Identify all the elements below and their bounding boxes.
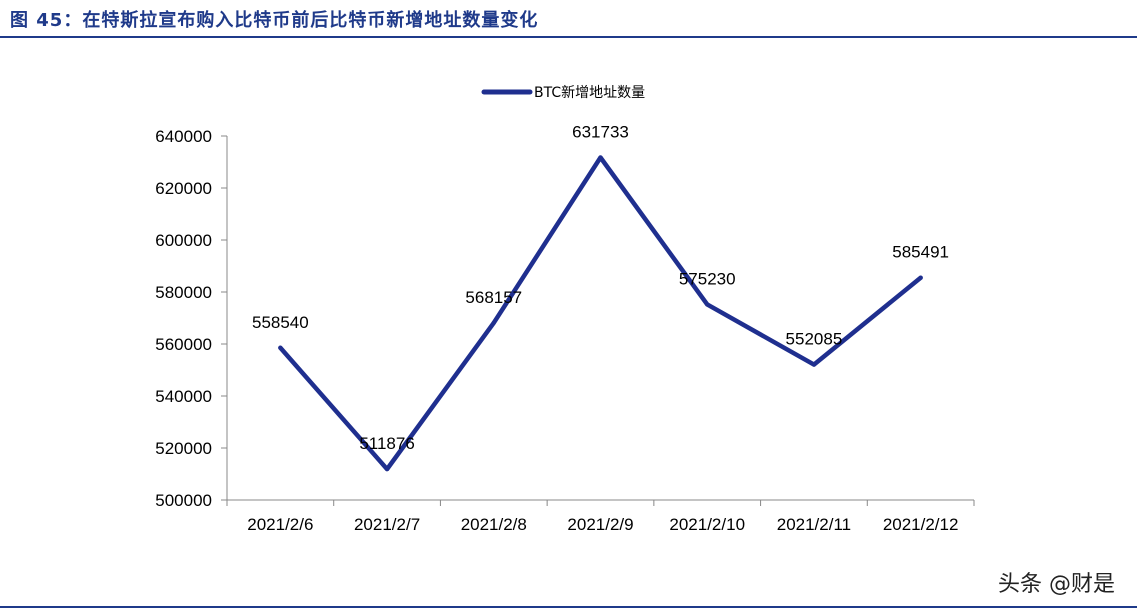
x-tick-label: 2021/2/7 bbox=[354, 515, 420, 534]
y-axis: 500000 520000 540000 560000 580000 600000 6200… bbox=[155, 127, 228, 510]
x-tick-label: 2021/2/12 bbox=[883, 515, 959, 534]
data-point bbox=[385, 467, 390, 472]
y-tick-label: 620000 bbox=[155, 179, 212, 198]
series-line bbox=[278, 155, 923, 472]
x-tick-label: 2021/2/6 bbox=[247, 515, 313, 534]
x-tick-label: 2021/2/9 bbox=[567, 515, 633, 534]
title-divider bbox=[0, 36, 1137, 38]
data-point bbox=[598, 155, 603, 160]
y-tick-label: 500000 bbox=[155, 491, 212, 510]
data-label: 585491 bbox=[892, 243, 949, 262]
y-tick-label: 540000 bbox=[155, 387, 212, 406]
y-tick-label: 640000 bbox=[155, 127, 212, 146]
data-point bbox=[491, 320, 496, 325]
x-tick-label: 2021/2/11 bbox=[777, 515, 851, 534]
series-group bbox=[278, 155, 923, 472]
data-label: 631733 bbox=[572, 122, 629, 141]
watermark: 头条 @财是 bbox=[998, 572, 1115, 597]
data-label: 575230 bbox=[679, 269, 736, 288]
x-tick-label: 2021/2/8 bbox=[461, 515, 527, 534]
x-axis: 2021/2/6 2021/2/7 2021/2/8 2021/2/9 2021/2/1… bbox=[226, 499, 975, 534]
figure-title: 图 45：在特斯拉宣布购入比特币前后比特币新增地址数量变化 bbox=[10, 10, 539, 31]
chart-legend: BTC新增地址数量 bbox=[481, 85, 645, 101]
legend-label: BTC新增地址数量 bbox=[534, 85, 645, 101]
data-point bbox=[278, 345, 283, 350]
data-point bbox=[811, 362, 816, 367]
data-label: 552085 bbox=[786, 330, 843, 349]
data-label: 511876 bbox=[359, 434, 414, 453]
x-tick-label: 2021/2/10 bbox=[669, 515, 745, 534]
y-tick-label: 560000 bbox=[155, 335, 212, 354]
y-tick-label: 580000 bbox=[155, 283, 212, 302]
data-point bbox=[705, 302, 710, 307]
y-tick-label: 600000 bbox=[155, 231, 212, 250]
data-point bbox=[918, 275, 923, 280]
data-label: 558540 bbox=[252, 313, 309, 332]
data-label: 568157 bbox=[465, 288, 522, 307]
bottom-divider bbox=[0, 606, 1137, 608]
y-tick-label: 520000 bbox=[155, 439, 212, 458]
data-labels: 558540 511876 568157 631733 575230 552085 5854… bbox=[252, 122, 949, 453]
